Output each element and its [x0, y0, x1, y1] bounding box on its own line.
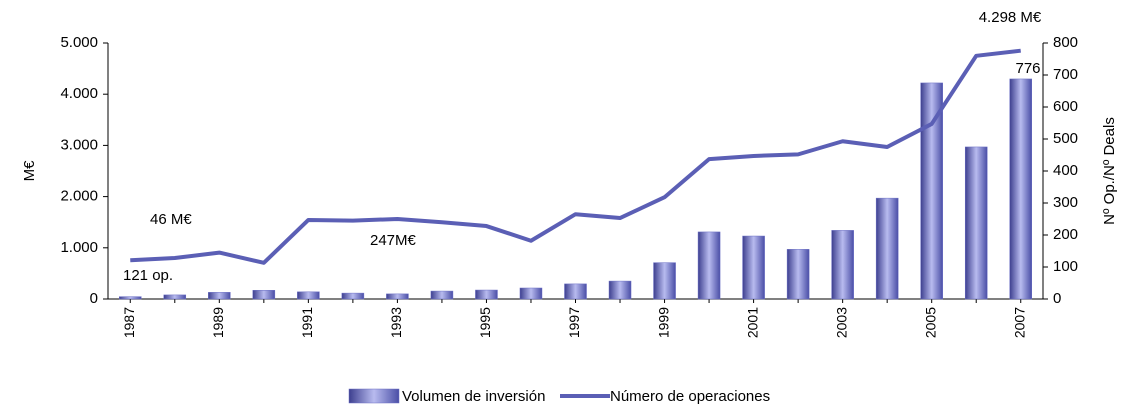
bar — [564, 283, 587, 300]
bar — [519, 287, 543, 300]
y-axis-label: M€ — [21, 160, 38, 181]
bar — [697, 231, 721, 300]
y2-tick-label: 800 — [1053, 34, 1078, 51]
bar — [653, 262, 676, 300]
legend-label: Volumen de inversión — [402, 388, 545, 405]
y2-tick-label: 300 — [1053, 194, 1078, 211]
bar — [341, 292, 365, 300]
bar — [386, 293, 409, 300]
x-tick-label: 1993 — [388, 307, 404, 338]
y-tick-label: 4.000 — [60, 85, 98, 102]
x-tick-label: 2007 — [1011, 307, 1027, 338]
annotation: 46 M€ — [150, 211, 192, 228]
x-tick-label: 1991 — [299, 307, 315, 338]
x-tick-label: 2003 — [833, 307, 849, 338]
y2-tick-label: 100 — [1053, 258, 1078, 275]
y2-tick-label: 500 — [1053, 130, 1078, 147]
bar — [119, 296, 142, 300]
legend-label: Número de operaciones — [610, 388, 770, 405]
bar — [252, 290, 276, 300]
x-tick-label: 2005 — [922, 307, 938, 338]
bar — [786, 249, 810, 300]
bar — [297, 291, 320, 300]
y2-tick-label: 0 — [1053, 290, 1061, 307]
bar — [831, 230, 854, 300]
y-tick-label: 5.000 — [60, 34, 98, 51]
y-tick-label: 0 — [90, 290, 98, 307]
bar — [608, 280, 632, 300]
x-tick-label: 1989 — [210, 307, 226, 338]
x-tick-label: 1999 — [655, 307, 671, 338]
bar — [208, 292, 231, 300]
y2-tick-label: 200 — [1053, 226, 1078, 243]
x-tick-label: 1997 — [566, 307, 582, 338]
annotation: 121 op. — [123, 267, 173, 284]
y2-axis-label: Nº Op./Nº Deals — [1101, 117, 1118, 225]
annotation: 247M€ — [370, 232, 417, 249]
x-tick-label: 1995 — [477, 307, 493, 338]
y2-tick-label: 700 — [1053, 66, 1078, 83]
bar — [964, 146, 988, 300]
bar — [875, 197, 899, 300]
annotation: 4.298 M€ — [979, 9, 1042, 26]
bar — [430, 290, 454, 300]
bar — [475, 289, 498, 300]
bar — [1009, 78, 1032, 300]
y-tick-label: 3.000 — [60, 136, 98, 153]
bar — [920, 82, 943, 300]
annotation: 776 — [1015, 60, 1040, 77]
x-tick-label: 1987 — [121, 307, 137, 338]
y2-tick-label: 600 — [1053, 98, 1078, 115]
y-tick-label: 1.000 — [60, 239, 98, 256]
line — [130, 48, 1021, 265]
y2-tick-label: 400 — [1053, 162, 1078, 179]
bar — [163, 294, 187, 300]
bar — [742, 235, 765, 300]
x-tick-label: 2001 — [744, 307, 760, 338]
legend-swatch — [348, 388, 400, 404]
y-tick-label: 2.000 — [60, 188, 98, 205]
